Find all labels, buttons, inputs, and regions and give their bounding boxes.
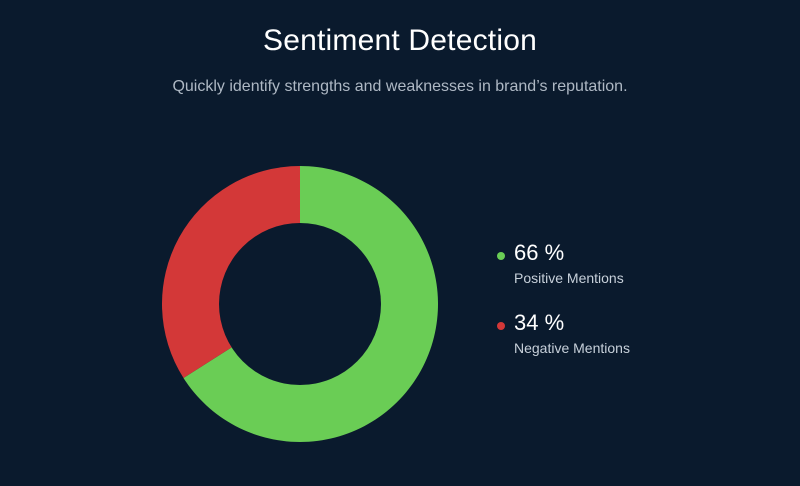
negative-percentage: 34 %	[514, 310, 565, 335]
negative-label: Negative Mentions	[514, 340, 630, 356]
donut-hole	[219, 223, 381, 385]
negative-dot-icon	[497, 322, 505, 330]
positive-label: Positive Mentions	[514, 270, 624, 286]
chart-title: Sentiment Detection	[263, 24, 537, 57]
positive-percentage: 66 %	[514, 240, 565, 265]
positive-dot-icon	[497, 252, 505, 260]
chart-subtitle: Quickly identify strengths and weaknesse…	[172, 78, 628, 95]
donut-chart	[162, 166, 438, 442]
